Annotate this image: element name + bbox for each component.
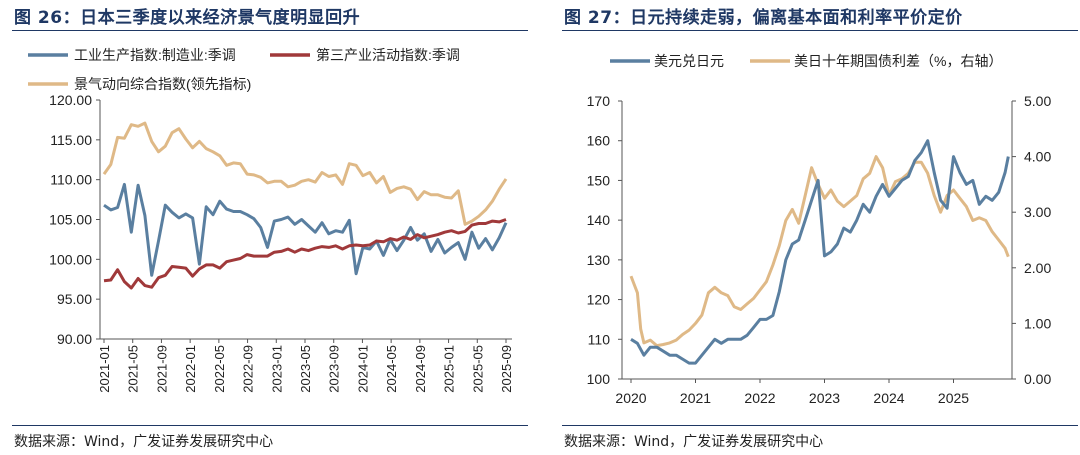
figure-27-panel: 图 27：日元持续走弱，偏离基本面和利率平价定价 100 110 120 130 140…	[550, 0, 1080, 455]
right-y-tick-label: 5.00	[1024, 93, 1051, 109]
x-tick-label: 2022-09	[241, 345, 256, 393]
x-tick-label: 2022	[744, 390, 775, 406]
x-tick-label: 2023	[809, 390, 840, 406]
x-tick-label: 2025	[938, 390, 969, 406]
x-tick-label: 2024-01	[355, 345, 370, 393]
x-tick-label: 2024	[873, 390, 904, 406]
y-tick-label: 105.00	[49, 212, 92, 228]
x-tick-label: 2021-01	[97, 345, 112, 393]
left-y-tick-label: 150	[587, 172, 611, 188]
x-tick-label: 2021-09	[154, 345, 169, 393]
legend-label-3: 景气动向综合指数(领先指标)	[74, 76, 251, 92]
legend-label-1: 工业生产指数:制造业:季调	[74, 47, 236, 63]
y-tick-label: 100.00	[49, 251, 92, 267]
x-tick-label: 2022-05	[212, 345, 227, 393]
figure-26-title: 图 26：日本三季度以来经济景气度明显回升	[14, 8, 361, 28]
right-y-tick-label: 4.00	[1024, 149, 1051, 165]
left-y-tick-label: 100	[587, 371, 611, 387]
x-tick-label: 2024-09	[413, 345, 428, 393]
x-tick-label: 2021-05	[126, 345, 141, 393]
x-tick-label: 2024-05	[384, 345, 399, 393]
x-tick-label: 2025-05	[470, 345, 485, 393]
x-tick-label: 2025-09	[499, 345, 514, 393]
x-tick-label: 2020	[615, 390, 646, 406]
y-tick-label: 110.00	[50, 172, 92, 188]
x-tick-label: 2022-01	[183, 345, 198, 393]
left-y-tick-label: 130	[587, 252, 611, 268]
legend-label-1: 美元兑日元	[654, 53, 724, 69]
series-line-2	[629, 155, 1010, 348]
left-y-tick-label: 170	[587, 93, 611, 109]
x-tick-label: 2025-01	[442, 345, 457, 393]
y-tick-label: 90.00	[57, 331, 92, 347]
x-tick-label: 2023-01	[269, 345, 284, 393]
y-tick-label: 95.00	[57, 291, 92, 307]
right-y-tick-label: 2.00	[1024, 260, 1051, 276]
right-y-tick-label: 3.00	[1024, 204, 1051, 220]
series-line-1	[103, 182, 508, 277]
left-y-tick-label: 120	[587, 292, 611, 308]
figure-27-bottom-rule	[562, 425, 1078, 426]
series-line-2	[103, 218, 507, 290]
figure-26-chart: 90.00 95.00 100.00 105.00 110.00 115.00 120.00…	[28, 47, 514, 393]
figure-27-source: 数据来源：Wind，广发证券发展研究中心	[564, 434, 824, 450]
series-line-3	[102, 121, 508, 226]
left-y-tick-label: 110	[588, 331, 611, 347]
y-tick-label: 115.00	[50, 132, 92, 148]
x-tick-label: 2023-09	[327, 345, 342, 393]
x-tick-label: 2021	[680, 390, 711, 406]
legend-label-2: 第三产业活动指数:季调	[316, 47, 460, 63]
right-y-tick-label: 1.00	[1024, 315, 1051, 331]
left-y-tick-label: 160	[587, 133, 611, 149]
figure-26-bottom-rule	[12, 425, 528, 426]
figure-27-chart: 100 110 120 130 140 150 160 170 0.00 1.00 2.00 3.00…	[587, 53, 1052, 406]
y-tick-label: 120.00	[49, 92, 92, 108]
figure-26-source: 数据来源：Wind，广发证券发展研究中心	[14, 434, 274, 450]
figure-27-title: 图 27：日元持续走弱，偏离基本面和利率平价定价	[564, 8, 963, 28]
figure-26-top-rule	[12, 30, 528, 31]
figure-27-top-rule	[562, 30, 1078, 31]
x-tick-label: 2023-05	[298, 345, 313, 393]
legend-label-2: 美日十年期国债利差（%，右轴）	[794, 53, 1002, 69]
series-line-1	[630, 139, 1010, 365]
left-y-tick-label: 140	[587, 212, 611, 228]
right-y-tick-label: 0.00	[1024, 371, 1051, 387]
figure-26-panel: 图 26：日本三季度以来经济景气度明显回升 90.00 95.00 100.00 10…	[0, 0, 530, 455]
